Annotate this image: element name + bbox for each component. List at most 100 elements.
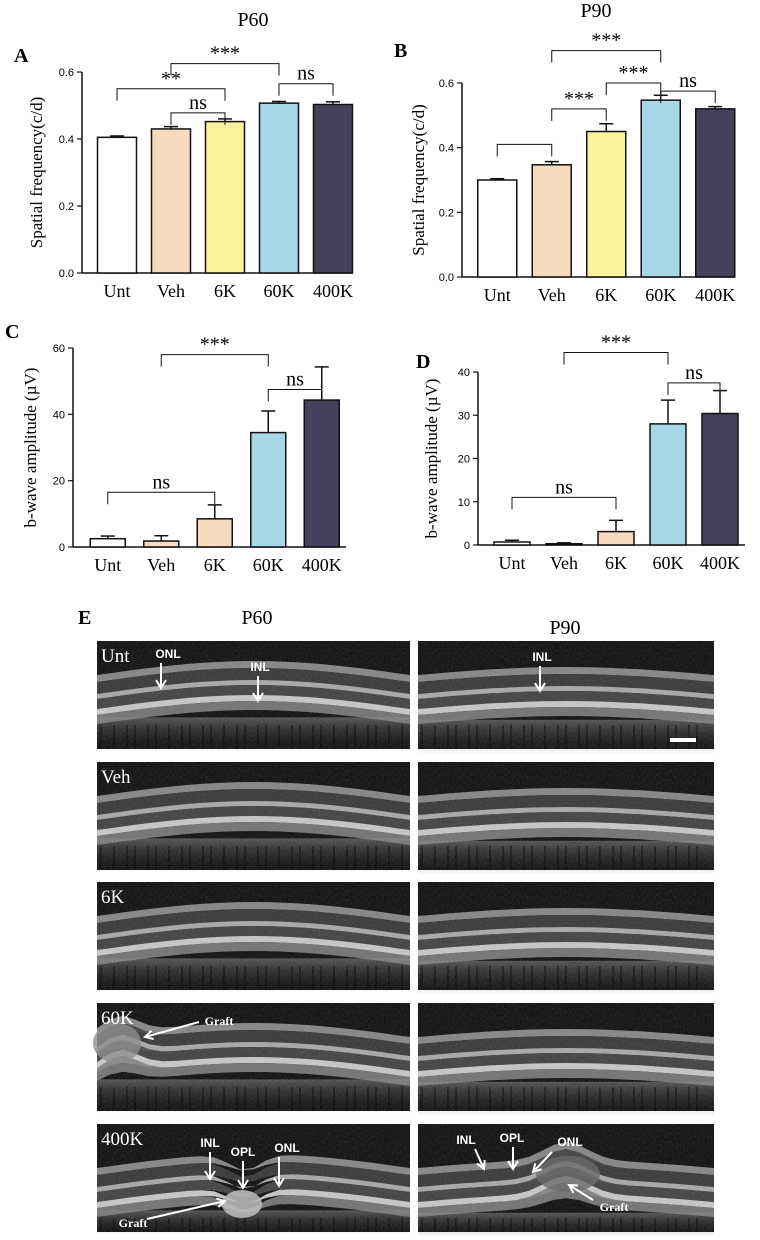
graft-blob <box>93 1023 141 1063</box>
x-tick-label: 400K <box>695 285 735 305</box>
significance-bracket <box>107 491 216 505</box>
significance-bracket <box>667 382 721 395</box>
significance-bracket <box>605 82 662 95</box>
x-tick-label: Veh <box>147 555 175 575</box>
x-tick-label: Unt <box>499 553 526 573</box>
x-tick-label: 6K <box>204 555 226 575</box>
annotation-arrowhead <box>476 1159 486 1171</box>
y-tick-label: 40 <box>458 367 470 379</box>
panel-label-e: E <box>78 607 91 629</box>
oct-speckle <box>418 882 714 990</box>
bar <box>531 164 572 278</box>
bar <box>89 537 126 548</box>
bar <box>695 108 736 278</box>
oct-speckle <box>97 1003 410 1111</box>
oct-speckle <box>418 762 714 870</box>
y-tick-label: 40 <box>53 409 65 421</box>
significance-bracket <box>170 63 280 76</box>
annotation-inl: INL <box>200 1136 219 1150</box>
x-tick-label: 6K <box>214 281 236 301</box>
annotation-graft: Graft <box>119 1216 148 1230</box>
x-tick-label: Unt <box>94 555 121 575</box>
significance-bracket <box>551 108 607 121</box>
bar <box>258 102 300 274</box>
y-tick-label: 0.6 <box>59 67 74 79</box>
significance-label: *** <box>210 43 240 65</box>
annotation-arrowhead <box>534 682 546 693</box>
bar <box>303 399 340 548</box>
oct-image-60k-p90 <box>418 1003 714 1116</box>
significance-label: ** <box>161 68 181 90</box>
x-tick-label: 60K <box>645 285 676 305</box>
oct-image-veh-p90 <box>418 762 714 875</box>
x-tick-label: Veh <box>550 553 578 573</box>
x-tick-label: 6K <box>605 553 627 573</box>
oct-image-6k-p60: 6K <box>97 882 410 993</box>
oct-row-label: 400K <box>101 1129 144 1150</box>
oct-image-60k-p60: 60K Graft <box>93 1003 410 1114</box>
significance-bracket <box>170 112 226 125</box>
annotation-arrow <box>146 1200 226 1220</box>
bar <box>477 179 518 278</box>
significance-label: ns <box>189 92 207 114</box>
bar <box>597 530 635 546</box>
significance-label: ns <box>297 63 315 85</box>
significance-bracket <box>116 88 226 101</box>
annotation-arrowhead <box>252 692 264 703</box>
y-tick-label: 60 <box>53 343 65 355</box>
annotation-arrowhead <box>237 1179 249 1190</box>
panel-label-d: D <box>416 351 430 373</box>
y-tick-label: 0 <box>59 542 65 554</box>
bar <box>640 99 681 278</box>
oct-row-label: Unt <box>101 646 130 667</box>
bar <box>312 103 354 274</box>
significance-label: *** <box>601 332 631 354</box>
annotation-inl: INL <box>532 650 551 664</box>
y-tick-label: 20 <box>458 454 470 466</box>
bar <box>96 136 138 274</box>
graft-blob <box>222 1190 262 1218</box>
y-axis-label: b-wave amplitude (µV) <box>422 379 441 539</box>
chart-panel-b: B 0.0 0.2 0.4 0.6 Spatial frequency(c/d) Unt Ve… <box>394 30 736 305</box>
annotation-arrow <box>144 1021 200 1038</box>
graft-blob <box>536 1156 600 1192</box>
x-tick-label: 400K <box>302 555 342 575</box>
chart-panel-d: D 0 10 20 30 40 b-wave amplitude (µV) Unt Veh 6K 6… <box>416 332 745 573</box>
annotation-opl: OPL <box>500 1131 525 1145</box>
bar <box>196 518 233 548</box>
annotation-onl: ONL <box>155 647 180 661</box>
oct-image-veh-p60: Veh <box>97 762 410 873</box>
annotation-arrow <box>568 1184 594 1201</box>
y-tick-label: 0 <box>464 540 470 552</box>
y-axis-label: Spatial frequency(c/d) <box>27 97 46 249</box>
x-tick-label: Unt <box>484 285 511 305</box>
y-tick-label: 0.4 <box>439 143 454 155</box>
bar <box>250 431 287 548</box>
x-tick-label: Unt <box>104 281 131 301</box>
panel-label-a: A <box>14 45 29 67</box>
significance-label: ns <box>555 476 573 498</box>
annotation-arrowhead <box>531 1163 542 1174</box>
x-tick-label: 60K <box>264 281 295 301</box>
annotation-arrowhead <box>155 679 167 690</box>
panel-label-c: C <box>5 321 19 343</box>
oct-image-unt-p60: Unt ONL INL <box>97 641 410 752</box>
chart-panel-a: A 0.0 0.2 0.4 0.6 Spatial frequency(c/d) Unt Ve… <box>14 43 354 301</box>
significance-label: ns <box>286 368 304 390</box>
chart-panel-c: C 0 20 40 60 b-wave amplitude (µV) Unt Veh 6K 60K… <box>5 321 346 575</box>
annotation-onl: ONL <box>274 1141 299 1155</box>
x-tick-label: Veh <box>538 285 566 305</box>
x-tick-label: 60K <box>253 555 284 575</box>
significance-bracket <box>660 90 716 104</box>
y-axis-label: Spatial frequency(c/d) <box>409 104 428 256</box>
significance-bracket <box>160 354 269 367</box>
y-tick-label: 0.2 <box>59 201 74 213</box>
oct-speckle <box>418 641 714 749</box>
y-tick-label: 0.0 <box>439 272 454 284</box>
bar <box>143 540 180 548</box>
scale-bar <box>670 738 696 742</box>
annotation-arrowhead <box>273 1177 285 1188</box>
annotation-arrow <box>474 1148 485 1170</box>
significance-label: *** <box>591 30 621 52</box>
